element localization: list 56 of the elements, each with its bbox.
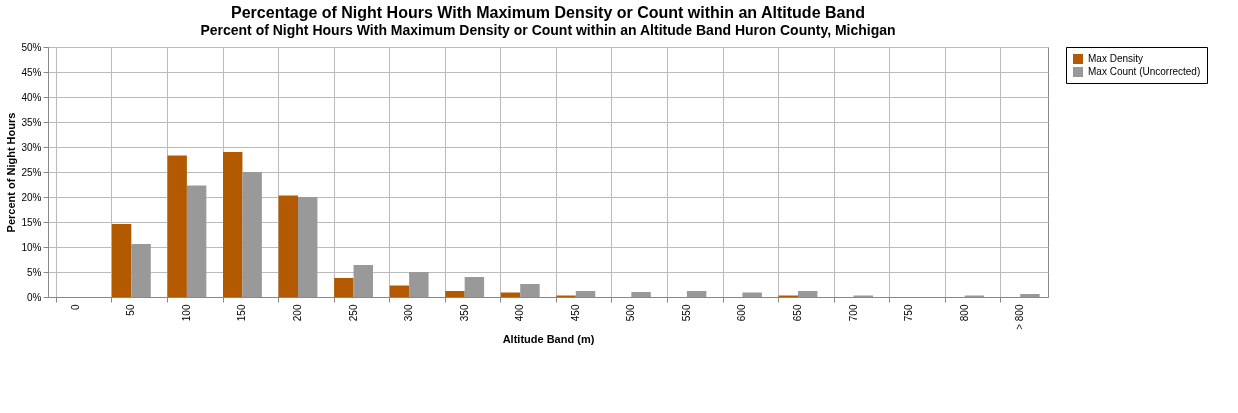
bar <box>742 292 762 297</box>
y-tick-label: 25% <box>21 166 42 178</box>
x-tick-label: 100 <box>180 304 192 322</box>
x-tick-label: 200 <box>292 304 303 322</box>
bar <box>278 195 298 297</box>
x-tick-label: 600 <box>736 304 748 322</box>
y-tick-label: 5% <box>27 266 42 278</box>
x-tick-label: 250 <box>347 304 359 322</box>
bar <box>186 185 207 297</box>
bar <box>575 291 596 297</box>
bar <box>798 291 818 297</box>
x-tick-label: > 800 <box>1014 304 1026 330</box>
bar <box>131 244 151 297</box>
legend-label: Max Density <box>1088 53 1144 64</box>
x-tick-label: 50 <box>125 304 137 316</box>
x-tick-label: 550 <box>680 304 692 322</box>
x-tick-label: 150 <box>236 304 248 322</box>
bar <box>1020 294 1040 297</box>
bar <box>389 285 410 297</box>
bar <box>409 272 429 297</box>
bar <box>111 224 132 297</box>
y-tick-label: 40% <box>21 91 42 103</box>
y-tick-label: 50% <box>21 41 42 53</box>
bar <box>223 152 243 297</box>
x-tick-label: 650 <box>792 304 803 322</box>
x-tick-label: 500 <box>625 304 637 322</box>
y-tick-label: 35% <box>21 116 42 128</box>
x-tick-label: 400 <box>514 304 526 322</box>
x-tick-label: 350 <box>458 304 470 322</box>
bar <box>334 278 354 297</box>
y-tick-label: 15% <box>21 216 42 228</box>
y-tick-label: 45% <box>21 66 42 78</box>
legend-label: Max Count (Uncorrected) <box>1088 66 1201 77</box>
x-tick-label: 300 <box>403 304 415 322</box>
chart-subtitle: Percent of Night Hours With Maximum Density or Count within an Altitude Band Huron County, Michigan <box>200 22 896 38</box>
y-tick-label: 30% <box>21 141 42 153</box>
chart-title: Percentage of Night Hours With Maximum Density or Count within an Altitude Band <box>231 4 865 21</box>
y-tick-label: 20% <box>21 191 42 203</box>
y-axis-title: Percent of Night Hours <box>5 112 18 233</box>
x-tick-label: 700 <box>847 304 859 322</box>
y-tick-label: 10% <box>21 241 42 253</box>
bar <box>686 291 707 297</box>
x-axis-title: Altitude Band (m) <box>502 332 595 345</box>
bar <box>520 284 540 297</box>
bar <box>464 277 485 297</box>
bar <box>242 172 262 297</box>
x-tick-label: 450 <box>569 304 581 322</box>
bar <box>353 265 373 297</box>
bar <box>445 291 465 297</box>
bar <box>167 155 187 297</box>
x-tick-label: 0 <box>69 304 81 311</box>
x-tick-label: 750 <box>903 304 915 322</box>
y-tick-label: 0% <box>27 291 42 303</box>
bar <box>631 292 651 297</box>
bar <box>298 197 318 297</box>
x-tick-label: 800 <box>958 304 970 322</box>
